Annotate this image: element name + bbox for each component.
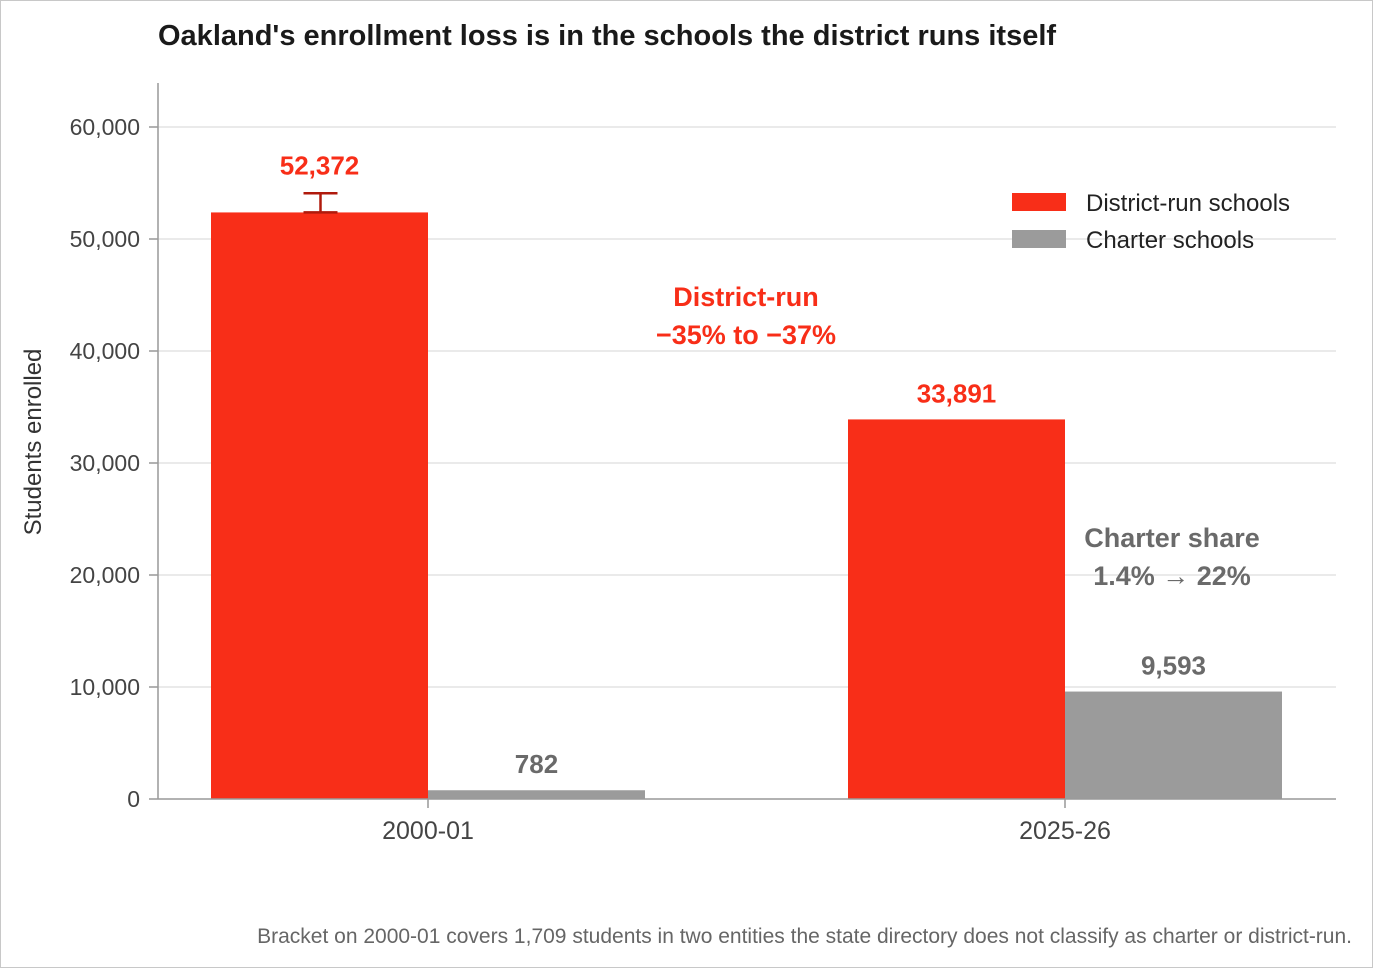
- bar-charter-2025-26: [1065, 691, 1282, 799]
- y-tick-label: 0: [127, 786, 140, 812]
- y-tick-label: 40,000: [70, 338, 140, 364]
- value-label-district-2025-26: 33,891: [917, 378, 997, 408]
- legend-label-district: District-run schools: [1086, 190, 1290, 217]
- y-tick-label: 60,000: [70, 114, 140, 140]
- x-tick-label: 2025-26: [1019, 817, 1111, 845]
- y-axis-label: Students enrolled: [20, 349, 47, 536]
- axes: [157, 83, 1336, 800]
- bar-charter-2000-01: [428, 790, 645, 799]
- legend-swatch-district: [1012, 193, 1066, 211]
- x-tick-label: 2000-01: [382, 817, 474, 845]
- value-label-charter-2000-01: 782: [515, 749, 558, 779]
- district-change-annotation: District-run −35% to −37%: [656, 282, 836, 350]
- charter-share-annotation: Charter share 1.4% → 22%: [1084, 523, 1260, 591]
- legend: District-run schools Charter schools: [1012, 190, 1290, 254]
- footnote: Bracket on 2000-01 covers 1,709 students…: [257, 925, 1352, 948]
- bar-district-2000-01: [211, 212, 428, 799]
- value-labels: 52,372 33,891 782 9,593: [280, 150, 1206, 779]
- y-tick-label: 10,000: [70, 674, 140, 700]
- value-label-charter-2025-26: 9,593: [1141, 651, 1206, 681]
- chart-title: Oakland's enrollment loss is in the scho…: [158, 20, 1056, 52]
- charter-annotation-line1: Charter share: [1084, 523, 1260, 553]
- y-tick-label: 30,000: [70, 450, 140, 476]
- x-axis-ticks: 2000-01 2025-26: [382, 799, 1111, 845]
- legend-label-charter: Charter schools: [1086, 227, 1254, 254]
- district-annotation-line2: −35% to −37%: [656, 320, 836, 350]
- legend-swatch-charter: [1012, 230, 1066, 248]
- y-tick-label: 20,000: [70, 562, 140, 588]
- value-label-district-2000-01: 52,372: [280, 150, 360, 180]
- bars: [211, 212, 1282, 799]
- error-bracket: [303, 192, 338, 214]
- y-axis-ticks: 0 10,000 20,000 30,000 40,000 50,000 60,000: [70, 114, 158, 812]
- charter-annotation-line2: 1.4% → 22%: [1093, 561, 1251, 591]
- y-tick-label: 50,000: [70, 226, 140, 252]
- bar-district-2025-26: [848, 419, 1065, 799]
- district-annotation-line1: District-run: [673, 282, 819, 312]
